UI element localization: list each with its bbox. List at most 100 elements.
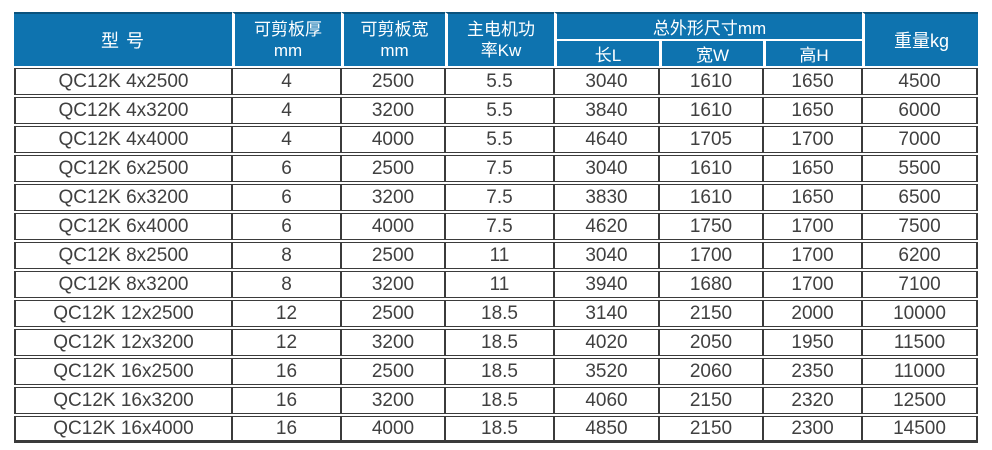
cell-shear-thickness-mm: 8 xyxy=(232,242,341,269)
cell-length-l: 3830 xyxy=(554,184,659,211)
cell-shear-width-mm: 3200 xyxy=(341,97,445,124)
cell-height-h: 1700 xyxy=(763,213,863,240)
cell-motor-power-kw: 11 xyxy=(445,271,554,298)
cell-shear-thickness-mm: 6 xyxy=(232,213,341,240)
cell-weight-kg: 7000 xyxy=(862,126,979,153)
cell-length-l: 3040 xyxy=(554,155,659,182)
column-header-length: 长L xyxy=(554,41,659,66)
cell-shear-width-mm: 3200 xyxy=(341,387,445,414)
cell-width-w: 1610 xyxy=(659,184,763,211)
cell-model: QC12K 16x4000 xyxy=(14,416,232,443)
cell-motor-power-kw: 5.5 xyxy=(445,68,554,95)
column-header-height-h: 高H xyxy=(763,41,863,66)
cell-height-h: 1650 xyxy=(763,97,863,124)
cell-shear-width-mm: 4000 xyxy=(341,213,445,240)
header-line: 主电机功 xyxy=(467,20,535,39)
cell-weight-kg: 14500 xyxy=(862,416,979,443)
cell-width-w: 1750 xyxy=(659,213,763,240)
table-row: QC12K 16x4000 16 4000 18.5 4850 2150 2300 14500 xyxy=(14,416,979,443)
cell-model: QC12K 12x3200 xyxy=(14,329,232,356)
column-header-shear-thickness: 可剪板厚 mm xyxy=(232,12,341,66)
cell-width-w: 1610 xyxy=(659,97,763,124)
cell-height-h: 2320 xyxy=(763,387,863,414)
cell-length-l: 3040 xyxy=(554,242,659,269)
cell-length-l: 3520 xyxy=(554,358,659,385)
cell-height-h: 2000 xyxy=(763,300,863,327)
cell-shear-thickness-mm: 12 xyxy=(232,300,341,327)
table-row: QC12K 8x3200 8 3200 11 3940 1680 1700 7100 xyxy=(14,271,979,298)
table-row: QC12K 8x2500 8 2500 11 3040 1700 1700 6200 xyxy=(14,242,979,269)
table-row: QC12K 4x3200 4 3200 5.5 3840 1610 1650 6000 xyxy=(14,97,979,124)
column-header-dimensions-group: 总外形尺寸mm xyxy=(554,12,863,39)
table-row: QC12K 6x4000 6 4000 7.5 4620 1750 1700 7500 xyxy=(14,213,979,240)
cell-motor-power-kw: 5.5 xyxy=(445,126,554,153)
cell-height-h: 1650 xyxy=(763,155,863,182)
cell-shear-width-mm: 3200 xyxy=(341,329,445,356)
cell-width-w: 2150 xyxy=(659,416,763,443)
cell-motor-power-kw: 5.5 xyxy=(445,97,554,124)
cell-weight-kg: 6200 xyxy=(862,242,979,269)
header-row-sub: 长L 宽W 高H xyxy=(14,41,978,66)
cell-motor-power-kw: 11 xyxy=(445,242,554,269)
column-header-width-w: 宽W xyxy=(659,41,763,66)
header-line: 可剪板宽 xyxy=(360,20,429,39)
cell-height-h: 1950 xyxy=(763,329,863,356)
cell-motor-power-kw: 18.5 xyxy=(445,300,554,327)
cell-width-w: 2050 xyxy=(659,329,763,356)
cell-shear-thickness-mm: 6 xyxy=(232,155,341,182)
column-header-model: 型 号 xyxy=(14,12,232,66)
cell-width-w: 1705 xyxy=(659,126,763,153)
cell-shear-thickness-mm: 4 xyxy=(232,126,341,153)
cell-model: QC12K 6x2500 xyxy=(14,155,232,182)
table-row: QC12K 16x2500 16 2500 18.5 3520 2060 2350 11000 xyxy=(14,358,979,385)
cell-weight-kg: 7100 xyxy=(862,271,979,298)
table-row: QC12K 6x2500 6 2500 7.5 3040 1610 1650 5500 xyxy=(14,155,979,182)
cell-length-l: 4020 xyxy=(554,329,659,356)
cell-motor-power-kw: 7.5 xyxy=(445,213,554,240)
cell-shear-width-mm: 2500 xyxy=(341,68,445,95)
cell-shear-width-mm: 2500 xyxy=(341,300,445,327)
table-row: QC12K 16x3200 16 3200 18.5 4060 2150 2320 12500 xyxy=(14,387,979,414)
cell-length-l: 3840 xyxy=(554,97,659,124)
cell-width-w: 2060 xyxy=(659,358,763,385)
cell-shear-width-mm: 2500 xyxy=(341,155,445,182)
header-line: mm xyxy=(273,41,303,60)
cell-shear-thickness-mm: 12 xyxy=(232,329,341,356)
cell-length-l: 4060 xyxy=(554,387,659,414)
cell-model: QC12K 4x4000 xyxy=(14,126,232,153)
cell-length-l: 4850 xyxy=(554,416,659,443)
cell-width-w: 1680 xyxy=(659,271,763,298)
cell-model: QC12K 8x2500 xyxy=(14,242,232,269)
cell-motor-power-kw: 18.5 xyxy=(445,416,554,443)
cell-height-h: 2300 xyxy=(763,416,863,443)
table-row: QC12K 4x4000 4 4000 5.5 4640 1705 1700 7000 xyxy=(14,126,979,153)
cell-motor-power-kw: 18.5 xyxy=(445,387,554,414)
cell-weight-kg: 4500 xyxy=(862,68,979,95)
header-line: 可剪板厚 xyxy=(254,20,322,39)
cell-length-l: 3940 xyxy=(554,271,659,298)
cell-weight-kg: 12500 xyxy=(862,387,979,414)
cell-width-w: 1610 xyxy=(659,155,763,182)
cell-width-w: 2150 xyxy=(659,387,763,414)
cell-length-l: 4640 xyxy=(554,126,659,153)
cell-shear-width-mm: 3200 xyxy=(341,184,445,211)
column-header-motor-power: 主电机功 率Kw xyxy=(445,12,554,66)
column-header-shear-width: 可剪板宽 mm xyxy=(341,12,445,66)
cell-height-h: 1700 xyxy=(763,242,863,269)
cell-motor-power-kw: 18.5 xyxy=(445,358,554,385)
cell-weight-kg: 6500 xyxy=(862,184,979,211)
cell-height-h: 1650 xyxy=(763,68,863,95)
cell-shear-thickness-mm: 16 xyxy=(232,387,341,414)
table-row: QC12K 12x3200 12 3200 18.5 4020 2050 1950 11500 xyxy=(14,329,979,356)
cell-shear-width-mm: 4000 xyxy=(341,416,445,443)
cell-height-h: 1700 xyxy=(763,271,863,298)
cell-model: QC12K 8x3200 xyxy=(14,271,232,298)
cell-length-l: 4620 xyxy=(554,213,659,240)
cell-weight-kg: 7500 xyxy=(862,213,979,240)
cell-motor-power-kw: 7.5 xyxy=(445,184,554,211)
cell-model: QC12K 12x2500 xyxy=(14,300,232,327)
cell-model: QC12K 4x3200 xyxy=(14,97,232,124)
cell-model: QC12K 4x2500 xyxy=(14,68,232,95)
cell-shear-thickness-mm: 6 xyxy=(232,184,341,211)
